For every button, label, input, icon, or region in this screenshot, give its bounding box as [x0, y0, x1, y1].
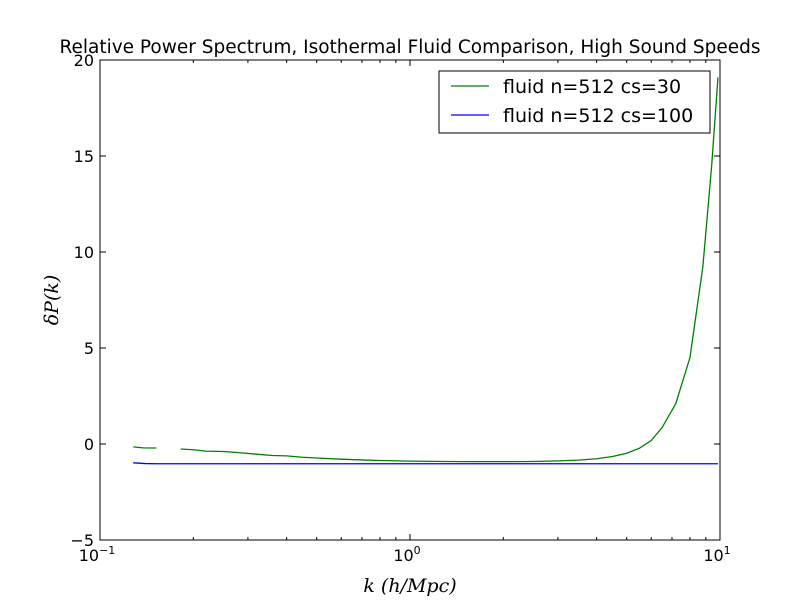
chart-title: Relative Power Spectrum, Isothermal Flui… [59, 37, 760, 58]
y-tick-label: 0 [84, 435, 94, 454]
y-tick-label: 5 [84, 339, 94, 358]
y-tick-label: −5 [70, 531, 94, 550]
x-axis-label: k (h/Mpc) [363, 575, 456, 597]
y-tick-label: 10 [74, 243, 94, 262]
series-layer [133, 77, 719, 465]
plot-area [99, 59, 721, 541]
y-tick-label: 15 [74, 147, 94, 166]
series-line-0 [133, 77, 719, 463]
legend-box [438, 70, 711, 134]
axes-frame [99, 59, 721, 541]
y-tick-label: 20 [74, 51, 94, 70]
legend-label-cs30: fluid n=512 cs=30 [503, 76, 681, 98]
y-axis-label: δP(k) [41, 275, 63, 326]
series-line-1 [133, 462, 718, 465]
legend: fluid n=512 cs=30 fluid n=512 cs=100 [438, 70, 711, 134]
legend-label-cs100: fluid n=512 cs=100 [503, 105, 693, 127]
